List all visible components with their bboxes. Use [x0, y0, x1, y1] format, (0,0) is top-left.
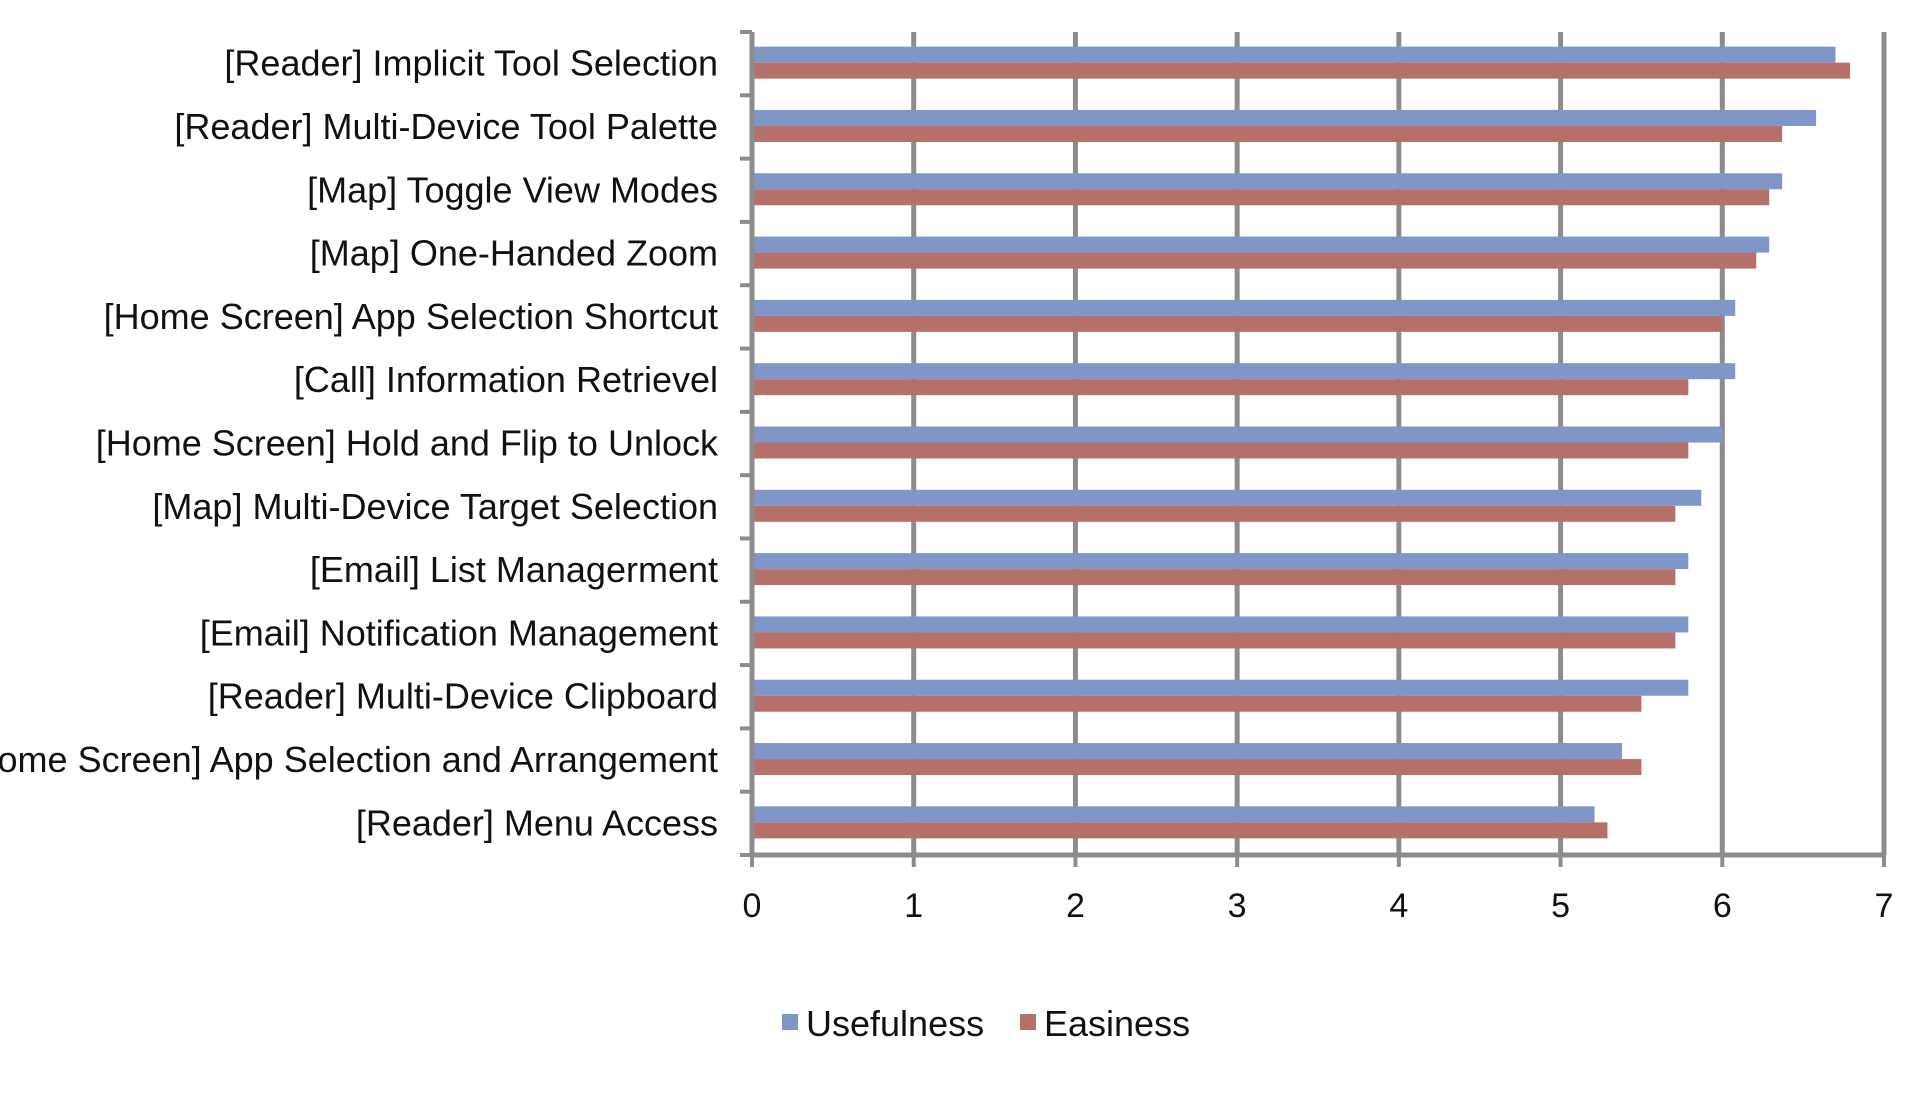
bar-usefulness: [752, 363, 1736, 380]
bar-easiness: [752, 505, 1676, 522]
x-tick-label: 0: [743, 887, 762, 925]
category-label: [Reader] Multi-Device Tool Palette: [174, 106, 718, 147]
bar-easiness: [752, 379, 1689, 396]
bar-usefulness: [752, 553, 1689, 570]
bar-usefulness: [752, 743, 1623, 760]
category-label: [Map] Toggle View Modes: [307, 169, 718, 210]
legend-swatch-usefulness: [782, 1014, 798, 1030]
bars: [752, 46, 1851, 839]
x-tick-label: 7: [1875, 887, 1894, 925]
legend: Usefulness Easiness: [782, 1003, 1190, 1044]
x-tick-label: 1: [904, 887, 923, 925]
bar-easiness: [752, 569, 1676, 586]
x-tick-label: 4: [1389, 887, 1408, 925]
bar-easiness: [752, 759, 1642, 776]
x-tick-label: 3: [1228, 887, 1247, 925]
bar-easiness: [752, 442, 1689, 459]
bar-easiness: [752, 189, 1770, 206]
axes: [740, 30, 1886, 867]
category-label: [Email] Notification Management: [200, 612, 718, 653]
bar-easiness: [752, 252, 1757, 269]
legend-label-usefulness: Usefulness: [806, 1003, 984, 1044]
bar-usefulness: [752, 489, 1702, 506]
category-label: [Call] Information Retrievel: [294, 359, 718, 400]
category-labels: [Reader] Implicit Tool Selection [Reader]…: [0, 43, 719, 844]
category-label: [Map] Multi-Device Target Selection: [152, 486, 718, 527]
bar-easiness: [752, 632, 1676, 649]
category-label: [Reader] Implicit Tool Selection: [224, 43, 718, 84]
bar-usefulness: [752, 426, 1723, 443]
bar-usefulness: [752, 46, 1836, 63]
category-label: [Email] List Managerment: [310, 549, 718, 590]
bar-usefulness: [752, 299, 1736, 316]
bar-usefulness: [752, 616, 1689, 633]
category-label: [Reader] Multi-Device Clipboard: [208, 676, 718, 717]
x-tick-label: 2: [1066, 887, 1085, 925]
bar-usefulness: [752, 109, 1817, 126]
legend-swatch-easiness: [1020, 1014, 1036, 1030]
bar-usefulness: [752, 679, 1689, 696]
bar-easiness: [752, 62, 1851, 79]
bar-usefulness: [752, 806, 1595, 823]
x-tick-label: 5: [1551, 887, 1570, 925]
category-label: [Home Screen] App Selection Shortcut: [104, 296, 718, 337]
bar-usefulness: [752, 236, 1770, 253]
bar-easiness: [752, 695, 1642, 712]
legend-label-easiness: Easiness: [1044, 1003, 1190, 1044]
x-tick-label: 6: [1713, 887, 1732, 925]
bar-easiness: [752, 315, 1723, 332]
x-tick-labels: 0 1 2 3 4 5 6 7: [743, 887, 1894, 925]
bar-easiness: [752, 125, 1783, 142]
bar-easiness: [752, 822, 1608, 839]
category-label: [Home Screen] Hold and Flip to Unlock: [96, 423, 719, 464]
category-label: [Home Screen] App Selection and Arrangem…: [0, 739, 718, 780]
bar-usefulness: [752, 173, 1783, 190]
category-label: [Reader] Menu Access: [356, 802, 718, 843]
category-label: [Map] One-Handed Zoom: [310, 233, 718, 274]
